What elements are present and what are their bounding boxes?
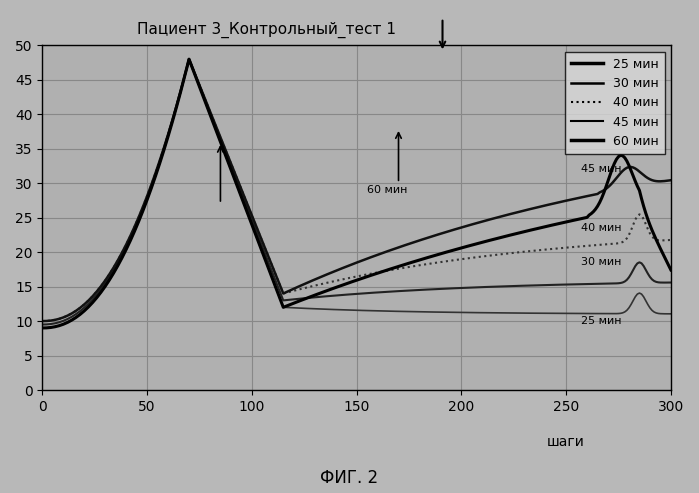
Text: 45 мин: 45 мин <box>581 165 621 175</box>
Text: 25 мин: 25 мин <box>581 316 621 326</box>
Text: 40 мин: 40 мин <box>581 223 621 233</box>
Text: ФИГ. 2: ФИГ. 2 <box>320 469 379 487</box>
Text: шаги: шаги <box>547 435 585 449</box>
Text: Пациент 3_Контрольный_тест 1: Пациент 3_Контрольный_тест 1 <box>136 22 396 38</box>
Text: 30 мин: 30 мин <box>581 257 621 268</box>
Legend: 25 мин, 30 мин, 40 мин, 45 мин, 60 мин: 25 мин, 30 мин, 40 мин, 45 мин, 60 мин <box>565 52 665 154</box>
Text: 60 мин: 60 мин <box>367 185 408 195</box>
